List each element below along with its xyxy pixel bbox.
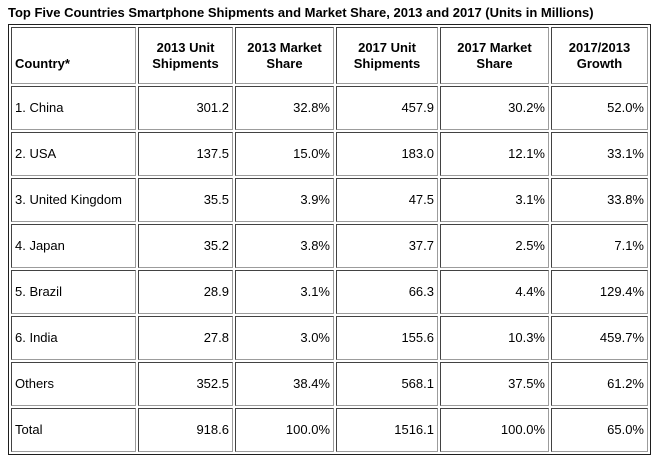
value-cell: 10.3% — [440, 316, 549, 360]
value-cell: 27.8 — [138, 316, 233, 360]
value-cell: 33.8% — [551, 178, 648, 222]
value-cell: 28.9 — [138, 270, 233, 314]
page-title: Top Five Countries Smartphone Shipments … — [8, 5, 594, 20]
header-row: Country* 2013 Unit Shipments 2013 Market… — [11, 27, 648, 84]
value-cell: 3.1% — [235, 270, 334, 314]
value-cell: 137.5 — [138, 132, 233, 176]
value-cell: 37.5% — [440, 362, 549, 406]
value-cell: 65.0% — [551, 408, 648, 452]
value-cell: 100.0% — [440, 408, 549, 452]
value-cell: 35.2 — [138, 224, 233, 268]
value-cell: 38.4% — [235, 362, 334, 406]
column-header-2013-unit-shipments: 2013 Unit Shipments — [138, 27, 233, 84]
value-cell: 1516.1 — [336, 408, 438, 452]
country-cell: 3. United Kingdom — [11, 178, 136, 222]
value-cell: 918.6 — [138, 408, 233, 452]
value-cell: 7.1% — [551, 224, 648, 268]
value-cell: 3.9% — [235, 178, 334, 222]
country-cell: 2. USA — [11, 132, 136, 176]
country-cell: Total — [11, 408, 136, 452]
country-cell: 1. China — [11, 86, 136, 130]
table-row-brazil: 5. Brazil 28.9 3.1% 66.3 4.4% 129.4% — [11, 270, 648, 314]
value-cell: 301.2 — [138, 86, 233, 130]
table-row-india: 6. India 27.8 3.0% 155.6 10.3% 459.7% — [11, 316, 648, 360]
value-cell: 35.5 — [138, 178, 233, 222]
value-cell: 4.4% — [440, 270, 549, 314]
data-table: Country* 2013 Unit Shipments 2013 Market… — [8, 24, 651, 455]
country-cell: 4. Japan — [11, 224, 136, 268]
column-header-2013-market-share: 2013 Market Share — [235, 27, 334, 84]
value-cell: 2.5% — [440, 224, 549, 268]
value-cell: 12.1% — [440, 132, 549, 176]
value-cell: 61.2% — [551, 362, 648, 406]
value-cell: 568.1 — [336, 362, 438, 406]
country-cell: 5. Brazil — [11, 270, 136, 314]
value-cell: 52.0% — [551, 86, 648, 130]
value-cell: 37.7 — [336, 224, 438, 268]
value-cell: 155.6 — [336, 316, 438, 360]
country-cell: 6. India — [11, 316, 136, 360]
value-cell: 3.0% — [235, 316, 334, 360]
value-cell: 100.0% — [235, 408, 334, 452]
value-cell: 129.4% — [551, 270, 648, 314]
country-cell: Others — [11, 362, 136, 406]
value-cell: 352.5 — [138, 362, 233, 406]
column-header-country: Country* — [11, 27, 136, 84]
value-cell: 33.1% — [551, 132, 648, 176]
value-cell: 3.8% — [235, 224, 334, 268]
table-row-usa: 2. USA 137.5 15.0% 183.0 12.1% 33.1% — [11, 132, 648, 176]
table-row-total: Total 918.6 100.0% 1516.1 100.0% 65.0% — [11, 408, 648, 452]
table-row-united-kingdom: 3. United Kingdom 35.5 3.9% 47.5 3.1% 33… — [11, 178, 648, 222]
value-cell: 32.8% — [235, 86, 334, 130]
page: Top Five Countries Smartphone Shipments … — [0, 5, 656, 465]
value-cell: 15.0% — [235, 132, 334, 176]
value-cell: 47.5 — [336, 178, 438, 222]
value-cell: 66.3 — [336, 270, 438, 314]
value-cell: 459.7% — [551, 316, 648, 360]
value-cell: 183.0 — [336, 132, 438, 176]
table-row-japan: 4. Japan 35.2 3.8% 37.7 2.5% 7.1% — [11, 224, 648, 268]
table-row-china: 1. China 301.2 32.8% 457.9 30.2% 52.0% — [11, 86, 648, 130]
value-cell: 3.1% — [440, 178, 549, 222]
table-row-others: Others 352.5 38.4% 568.1 37.5% 61.2% — [11, 362, 648, 406]
column-header-growth: 2017/2013 Growth — [551, 27, 648, 84]
column-header-2017-unit-shipments: 2017 Unit Shipments — [336, 27, 438, 84]
value-cell: 457.9 — [336, 86, 438, 130]
value-cell: 30.2% — [440, 86, 549, 130]
column-header-2017-market-share: 2017 Market Share — [440, 27, 549, 84]
